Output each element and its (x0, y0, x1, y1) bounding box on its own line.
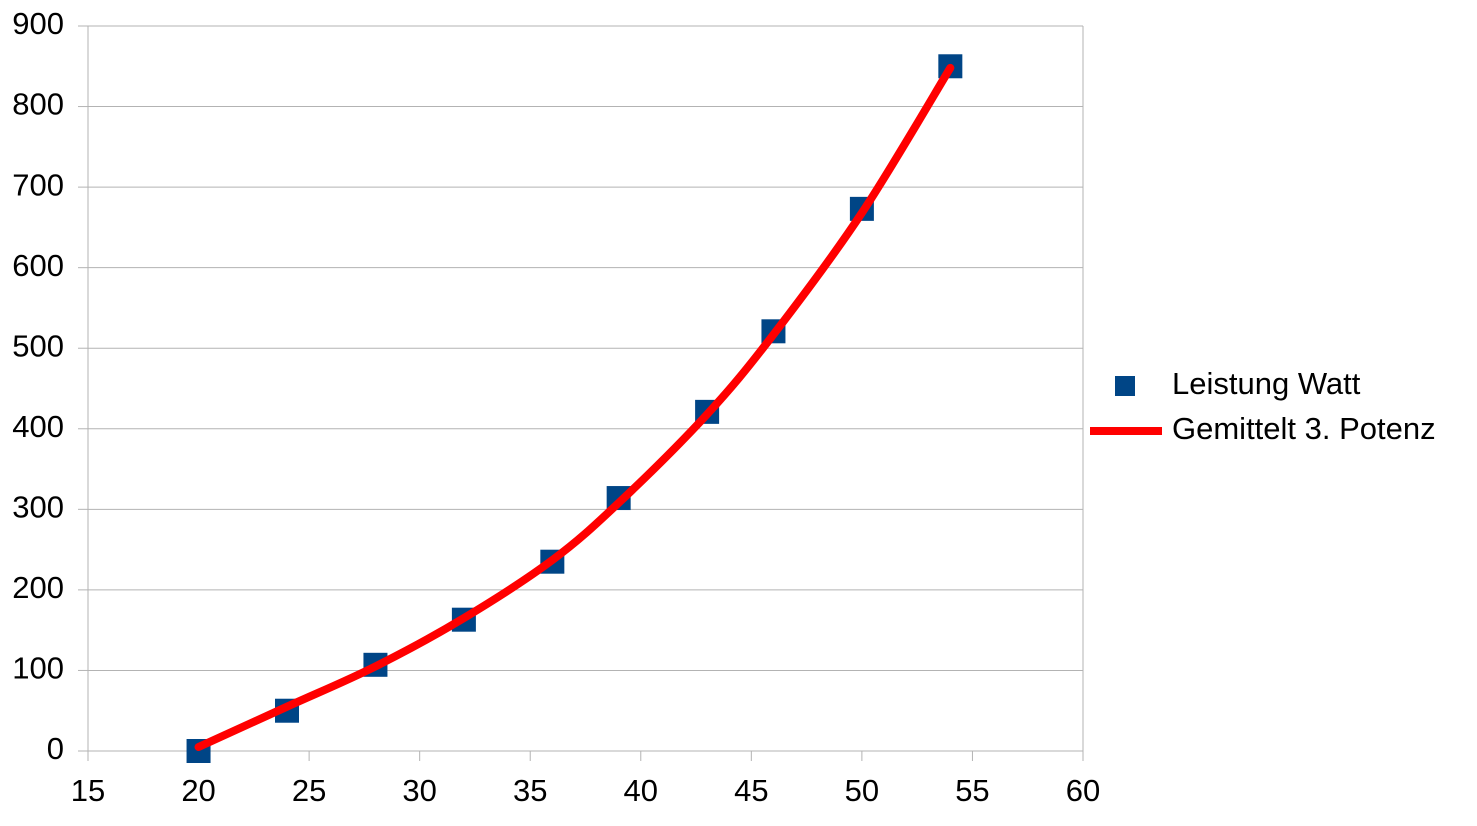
legend-label: Gemittelt 3. Potenz (1172, 411, 1436, 446)
y-tick-label: 800 (12, 87, 64, 122)
y-tick-label: 900 (12, 6, 64, 41)
y-tick-label: 200 (12, 570, 64, 605)
y-tick-label: 400 (12, 409, 64, 444)
y-tick-label: 100 (12, 651, 64, 686)
x-tick-label: 40 (624, 773, 658, 808)
y-tick-label: 300 (12, 490, 64, 525)
x-tick-label: 60 (1066, 773, 1100, 808)
y-tick-label: 0 (47, 731, 64, 766)
x-tick-label: 25 (292, 773, 326, 808)
x-tick-label: 35 (513, 773, 547, 808)
legend-label: Leistung Watt (1172, 366, 1361, 401)
x-tick-label: 45 (734, 773, 768, 808)
x-tick-label: 50 (845, 773, 879, 808)
legend-marker (1115, 376, 1135, 396)
x-tick-label: 15 (71, 773, 105, 808)
x-tick-label: 20 (181, 773, 215, 808)
y-tick-label: 600 (12, 248, 64, 283)
y-tick-label: 700 (12, 167, 64, 202)
x-tick-label: 30 (402, 773, 436, 808)
y-tick-label: 500 (12, 328, 64, 363)
x-tick-label: 55 (955, 773, 989, 808)
trend-line (194, 63, 955, 751)
